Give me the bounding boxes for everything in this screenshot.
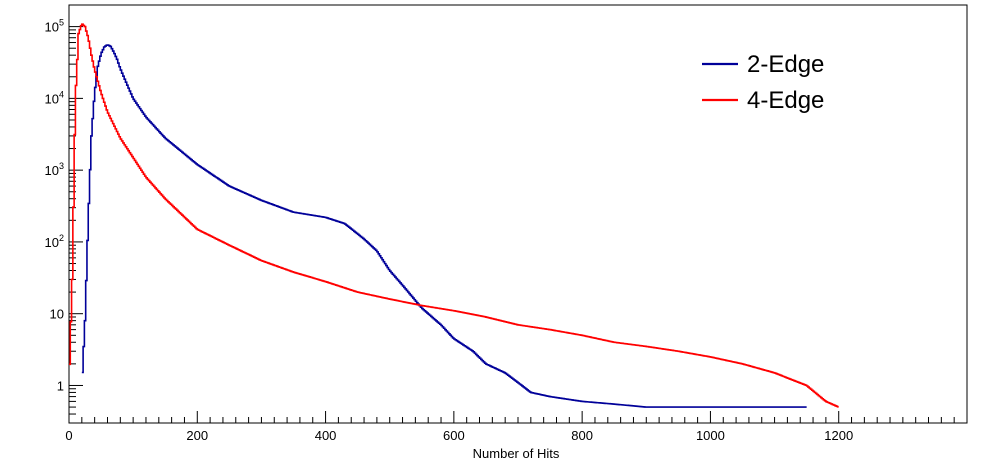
x-axis-title: Number of Hits: [473, 446, 560, 461]
x-tick-label: 200: [186, 428, 208, 443]
x-tick-label: 800: [571, 428, 593, 443]
series-line-2-edge: [81, 44, 807, 408]
x-axis-ticks: 0 200 400 600 800 1000 1200: [65, 411, 968, 443]
series-line-4-edge: [69, 23, 839, 408]
x-tick-label: 1000: [696, 428, 725, 443]
y-tick-label: 105: [45, 18, 64, 35]
x-tick-label: 400: [315, 428, 337, 443]
legend: 2-Edge 4-Edge: [702, 51, 824, 114]
plot-frame: [68, 4, 968, 424]
series-layer: [69, 23, 839, 408]
y-tick-label: 10: [50, 307, 64, 322]
y-tick-label: 1: [57, 378, 64, 393]
legend-label-2-edge: 2-Edge: [747, 51, 824, 78]
y-tick-label: 104: [45, 89, 64, 106]
x-tick-label: 1200: [824, 428, 853, 443]
x-tick-label: 0: [65, 428, 72, 443]
y-tick-label: 103: [45, 161, 64, 178]
y-tick-label: 102: [45, 233, 64, 250]
legend-label-4-edge: 4-Edge: [747, 87, 824, 114]
x-tick-label: 600: [443, 428, 465, 443]
